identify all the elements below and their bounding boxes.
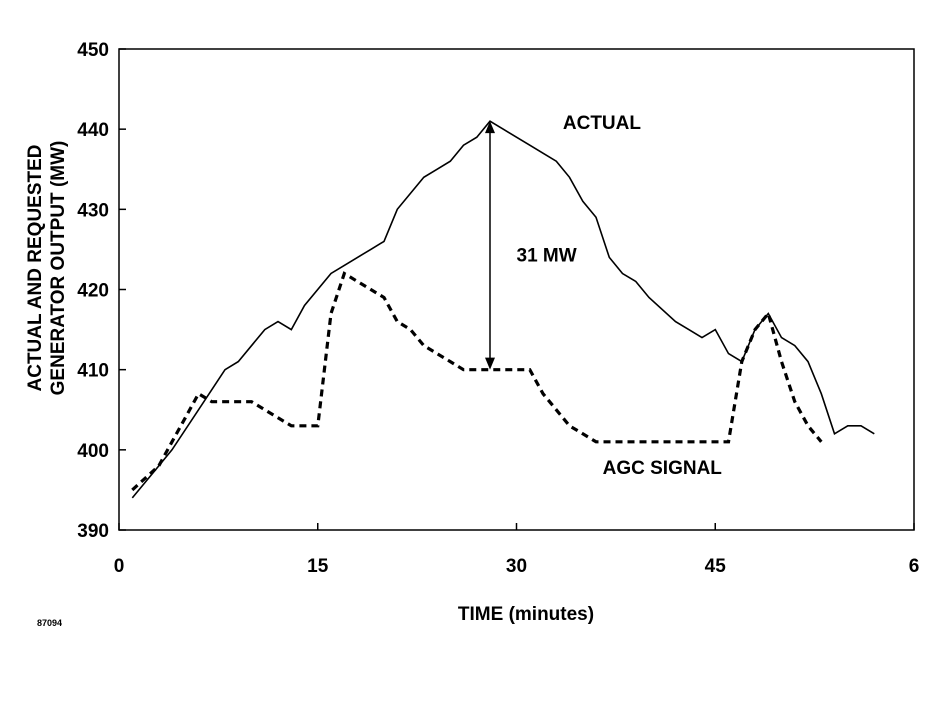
y-tick-label: 450 (77, 40, 109, 61)
x-axis-title: TIME (minutes) (458, 604, 594, 625)
series-layer (131, 120, 875, 499)
annotation-layer: ACTUAL AGC SIGNAL 31 MW (485, 113, 722, 479)
difference-arrow-head-bottom (485, 357, 495, 370)
y-axis-title-line-1: ACTUAL AND REQUESTED (25, 144, 46, 391)
x-tick-label: 45 (705, 556, 727, 577)
y-tick-label: 440 (77, 120, 109, 141)
difference-label: 31 MW (517, 245, 577, 266)
agc-signal-label: AGC SIGNAL (603, 458, 723, 479)
figure-code: 87094 (37, 618, 62, 628)
y-tick-label: 400 (77, 441, 109, 462)
actual-output-line (131, 120, 875, 499)
agc-signal-line (131, 271, 823, 492)
x-tick-label: 6 (909, 556, 920, 577)
y-axis-title-line-2: GENERATOR OUTPUT (MW) (48, 141, 69, 396)
y-tick-label: 410 (77, 361, 109, 382)
x-tick-label: 0 (114, 556, 125, 577)
x-axis-ticks: 0 15 30 45 6 (114, 523, 920, 577)
actual-series-label: ACTUAL (563, 113, 641, 134)
y-tick-label: 420 (77, 281, 109, 302)
difference-arrow-head-top (485, 121, 495, 134)
plot-frame (118, 48, 915, 531)
x-tick-label: 15 (307, 556, 329, 577)
y-tick-label: 390 (77, 521, 109, 542)
y-axis-ticks: 390 400 410 420 430 440 450 (77, 40, 126, 542)
x-tick-label: 30 (506, 556, 527, 577)
y-tick-label: 430 (77, 200, 109, 221)
